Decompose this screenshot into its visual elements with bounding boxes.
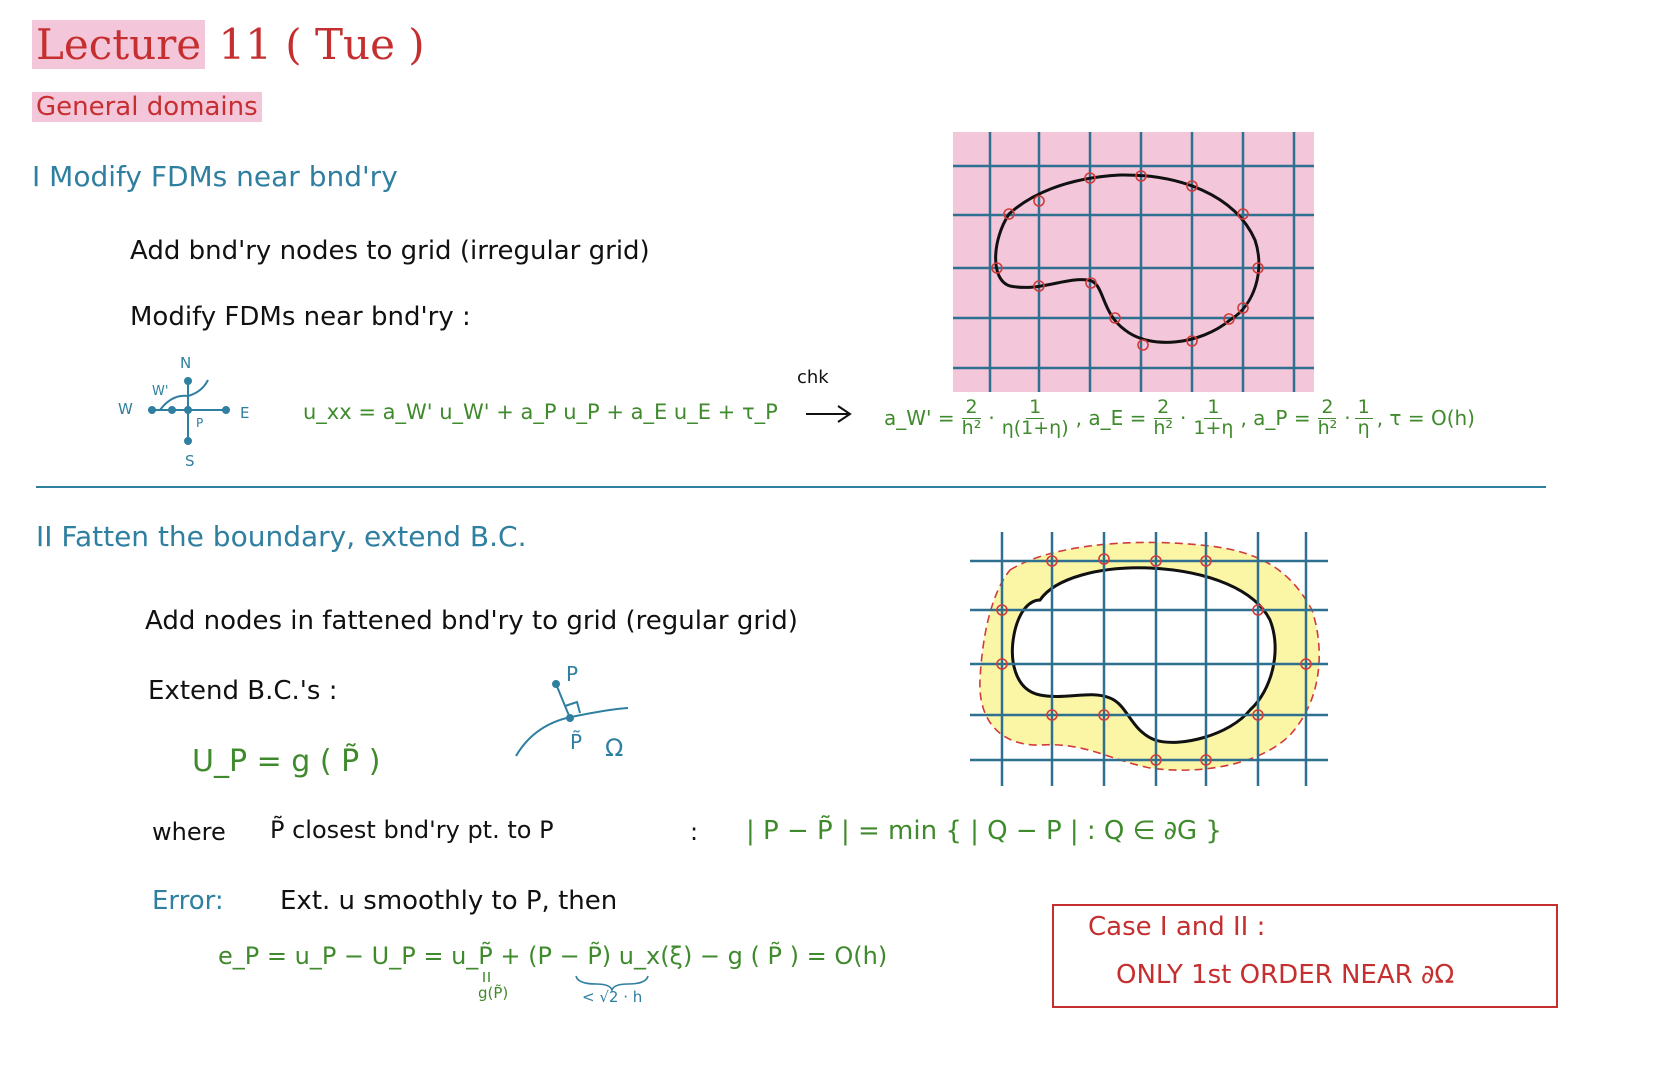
where-definition: P̃ closest bnd'ry pt. to P (270, 816, 554, 844)
fattened-boundary-nodes (996, 553, 1312, 766)
section2-heading: II Fatten the boundary, extend B.C. (36, 520, 527, 553)
stencil-label-w: W (118, 400, 133, 418)
boundary-node (1085, 277, 1097, 289)
where-label: where (152, 818, 226, 846)
ap-label: , a_P = (1240, 406, 1311, 431)
fat-boundary-node (1150, 754, 1162, 766)
fat-boundary-node (996, 658, 1008, 670)
subtitle-text: General domains (32, 92, 262, 122)
domain-boundary-curve (1011, 566, 1277, 744)
fat-boundary-node (1300, 658, 1312, 670)
under-h-label: < √2 · h (582, 988, 643, 1006)
ap-frac-1: 2 h² (1317, 396, 1338, 439)
fat-boundary-node (1046, 555, 1058, 567)
section1-line2: Modify FDMs near bnd'ry : (130, 302, 471, 332)
boundary-node (991, 262, 1003, 274)
tau-label: , τ = O(h) (1376, 406, 1475, 431)
error-label: Error: (152, 886, 224, 916)
fat-boundary-node (1098, 709, 1110, 721)
stencil-node-p (184, 406, 192, 414)
grid-lines-1 (953, 132, 1314, 392)
stencil-label-n: N (180, 354, 192, 372)
fat-boundary-node (1252, 709, 1264, 721)
boundary-node (1033, 195, 1045, 207)
sketch-normal-line (555, 683, 571, 719)
boundary-node (1003, 208, 1015, 220)
boundary-node (1109, 312, 1121, 324)
min-expression: | P − P̃ | = min { | Q − P | : Q ∈ ∂G } (746, 816, 1222, 846)
section1-line1: Add bnd'ry nodes to grid (irregular grid… (130, 236, 650, 266)
stencil-node-w (148, 406, 156, 414)
stencil-node-e (222, 406, 230, 414)
boundary-node (1237, 302, 1249, 314)
boundary-node (1137, 339, 1149, 351)
stencil-node-wprime (168, 406, 176, 414)
boundary-node (1252, 262, 1264, 274)
irregular-boundary-curve (994, 173, 1261, 344)
box-line1: Case I and II : (1088, 912, 1266, 942)
fat-boundary-node (1200, 555, 1212, 567)
sketch-label-ptilde: P̃ (570, 730, 583, 754)
fat-boundary-node (1046, 709, 1058, 721)
fattened-region (979, 541, 1320, 771)
page-title: Lecture 11 ( Tue ) (32, 20, 425, 69)
stencil-label-wprime: W' (152, 384, 169, 399)
fat-boundary-node (1252, 604, 1264, 616)
boundary-node (1084, 172, 1096, 184)
sketch-label-p: P (566, 662, 579, 686)
boundary-node (1033, 280, 1045, 292)
ae-frac-2: 1 1+η (1193, 396, 1234, 439)
section2-line2: Extend B.C.'s : (148, 676, 338, 706)
pink-background (953, 132, 1314, 392)
bc-equation: U_P = g ( P̃ ) (192, 744, 381, 779)
fat-boundary-node (1098, 553, 1110, 565)
boundary-node (1223, 313, 1235, 325)
where-colon: : (690, 818, 699, 846)
ae-frac-1: 2 h² (1153, 396, 1174, 439)
subtitle: General domains (32, 92, 262, 122)
stencil-node-n (184, 377, 192, 385)
boundary-node (1237, 208, 1249, 220)
aw-frac-1: 2 h² (961, 396, 982, 439)
error-text: Ext. u smoothly to P, then (280, 886, 618, 916)
boundary-node (1186, 180, 1198, 192)
equals-under-mark (483, 972, 490, 982)
title-rest: 11 ( Tue ) (218, 20, 425, 69)
boundary-node (1135, 170, 1147, 182)
fat-boundary-node (1150, 555, 1162, 567)
stencil-label-e: E (240, 404, 250, 422)
fat-boundary-node (996, 604, 1008, 616)
sketch-label-omega: Ω (605, 734, 624, 762)
figure-irregular-grid (953, 132, 1314, 392)
section2-line1: Add nodes in fattened bnd'ry to grid (re… (145, 606, 798, 636)
sketch-point-p (552, 680, 560, 688)
stencil-label-s: S (185, 452, 195, 470)
summary-box: Case I and II : ONLY 1st ORDER NEAR ∂Ω (1052, 904, 1558, 1008)
figure-fattened-grid (970, 532, 1328, 786)
stencil-node-s (184, 437, 192, 445)
box-line2: ONLY 1st ORDER NEAR ∂Ω (1116, 960, 1455, 990)
grid-lines-2 (970, 532, 1328, 786)
section1-heading: I Modify FDMs near bnd'ry (32, 160, 398, 193)
error-equation: e_P = u_P − U_P = u_P̃ + (P − P̃) u_x(ξ)… (218, 942, 888, 970)
chk-label: chk (797, 367, 829, 388)
fdm-equation: u_xx = a_W' u_W' + a_P u_P + a_E u_E + τ… (303, 400, 778, 424)
fat-boundary-node (1200, 754, 1212, 766)
sketch-right-angle (564, 700, 581, 714)
under-g-label: g(P̃) (478, 984, 509, 1002)
sketch-point-ptilde (566, 714, 574, 722)
coefficients: a_W' = 2 h² · 1 η(1+η) , a_E = 2 h² · 1 1+η , … (884, 396, 1475, 439)
implies-arrow (806, 405, 852, 423)
aw-label: a_W' = (884, 406, 955, 431)
title-word: Lecture (32, 20, 206, 69)
boundary-node (1186, 335, 1198, 347)
aw-frac-2: 1 η(1+η) (1001, 396, 1069, 439)
ae-label: , a_E = (1075, 406, 1147, 431)
irregular-boundary-nodes (991, 170, 1264, 351)
stencil-label-p: P (196, 416, 204, 430)
